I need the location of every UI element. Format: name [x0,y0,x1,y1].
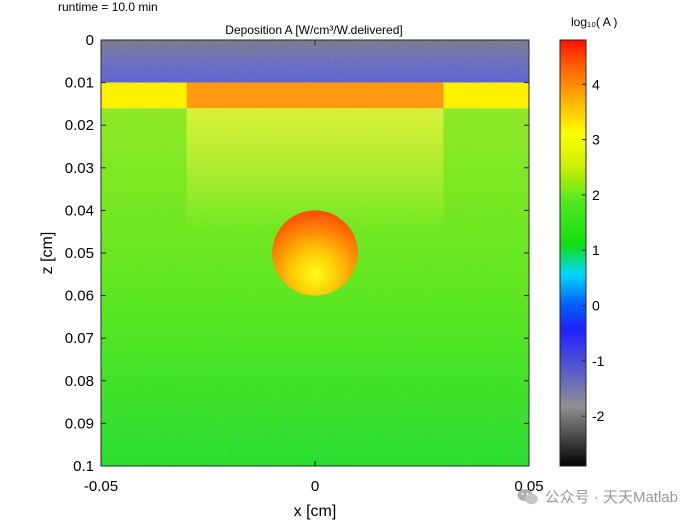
y-tick-label: 0.01 [65,75,94,92]
colorbar-tick-label: -2 [592,408,605,424]
x-tick-label: -0.05 [84,478,118,495]
colorbar-tick-label: 2 [592,187,600,203]
plot-area [101,40,529,466]
chart-title: Deposition A [W/cm³/W.delivered] [225,23,402,37]
colorbar: log₁₀( A ) -2 -1 0 1 2 3 4 [559,15,617,467]
colorbar-tick-label: 4 [592,76,600,92]
y-tick-label: 0.09 [65,415,94,432]
x-axis-label: x [cm] [294,503,337,520]
x-tick-label: 0 [311,478,319,495]
colorbar-ramp [559,39,587,467]
dermis-noise [101,108,529,466]
y-tick-label: 0.03 [65,160,94,177]
runtime-label: runtime = 10.0 min [58,0,158,14]
y-axis-label: z [cm] [39,232,56,275]
y-tick-label: 0.07 [65,330,94,347]
y-tick-label: 0 [86,32,94,49]
colorbar-tick-label: 0 [592,298,600,314]
y-tick-label: 0.02 [65,117,94,134]
colorbar-tick-label: 3 [592,132,600,148]
y-tick-label: 0.05 [65,245,94,262]
y-tick-label: 0.1 [73,458,94,475]
y-tick-label: 0.04 [65,202,94,219]
colorbar-label: log₁₀( A ) [571,15,617,29]
y-axis: 0 0.01 0.02 0.03 0.04 0.05 0.06 0.07 0.08 0.09 0.1 [65,32,529,475]
region-illuminated-epidermis [186,82,444,109]
colorbar-tick-label: -1 [592,353,605,369]
air-noise [101,40,529,83]
y-tick-label: 0.06 [65,288,94,305]
watermark: 公众号 · 天天Matlab [517,486,678,507]
watermark-text: 公众号 · 天天Matlab [544,489,678,506]
wechat-icon [517,488,538,504]
y-tick-label: 0.08 [65,373,94,390]
colorbar-tick-label: 1 [592,242,600,258]
